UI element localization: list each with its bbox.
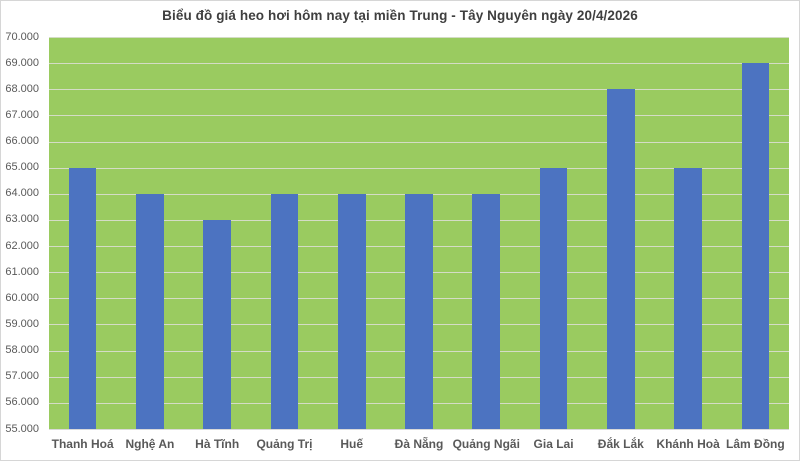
x-tick-label: Gia Lai	[533, 437, 574, 451]
x-axis: Thanh Hoá Nghệ An Hà Tĩnh Quảng Trị Huế Đà Nẵ…	[49, 435, 789, 457]
y-tick-label: 59.000	[5, 317, 39, 330]
x-tick-label: Quảng Trị	[256, 437, 313, 451]
gridline	[49, 141, 789, 143]
y-axis: 55.000 56.000 57.000 58.000 59.000 60.000 61.0…	[1, 1, 43, 462]
bar	[68, 167, 97, 429]
x-tick-label: Đà Nẵng	[394, 437, 444, 451]
bar	[472, 193, 501, 429]
bar	[607, 89, 635, 429]
y-tick-label: 58.000	[5, 344, 39, 357]
y-tick-label: 67.000	[5, 108, 39, 121]
x-tick-label: Quảng Ngãi	[452, 437, 520, 451]
gridline	[49, 37, 789, 38]
gridline	[49, 115, 789, 117]
y-tick-label: 55.000	[5, 422, 39, 435]
y-tick-label: 61.000	[5, 265, 39, 278]
chart-title: Biểu đồ giá heo hơi hôm nay tại miền Tru…	[162, 8, 638, 23]
gridline	[49, 63, 789, 65]
x-tick-label: Thanh Hoá	[51, 437, 114, 451]
x-tick-label: Huế	[340, 437, 364, 451]
bar	[539, 167, 568, 429]
gridline	[49, 167, 789, 169]
y-tick-label: 64.000	[5, 187, 39, 200]
plot-area	[49, 37, 789, 430]
y-tick-label: 65.000	[5, 161, 39, 174]
bar	[741, 63, 770, 429]
x-tick-label: Khánh Hoà	[656, 437, 720, 451]
bar	[203, 219, 231, 429]
bar	[674, 167, 702, 429]
x-tick-label: Đắk Lắk	[597, 437, 644, 451]
y-tick-label: 60.000	[5, 291, 39, 304]
gridline	[49, 89, 789, 91]
bar	[136, 193, 164, 429]
bar	[405, 193, 433, 429]
y-tick-label: 69.000	[5, 56, 39, 69]
bar	[270, 193, 299, 429]
y-tick-label: 56.000	[5, 396, 39, 409]
x-tick-label: Nghệ An	[125, 437, 175, 451]
bar	[337, 193, 366, 429]
y-tick-label: 63.000	[5, 213, 39, 226]
y-tick-label: 62.000	[5, 239, 39, 252]
x-tick-label: Lâm Đồng	[726, 437, 785, 451]
x-tick-label: Hà Tĩnh	[195, 437, 240, 451]
y-tick-label: 70.000	[5, 30, 39, 43]
y-tick-label: 68.000	[5, 82, 39, 95]
y-tick-label: 57.000	[5, 370, 39, 383]
y-tick-label: 66.000	[5, 135, 39, 148]
